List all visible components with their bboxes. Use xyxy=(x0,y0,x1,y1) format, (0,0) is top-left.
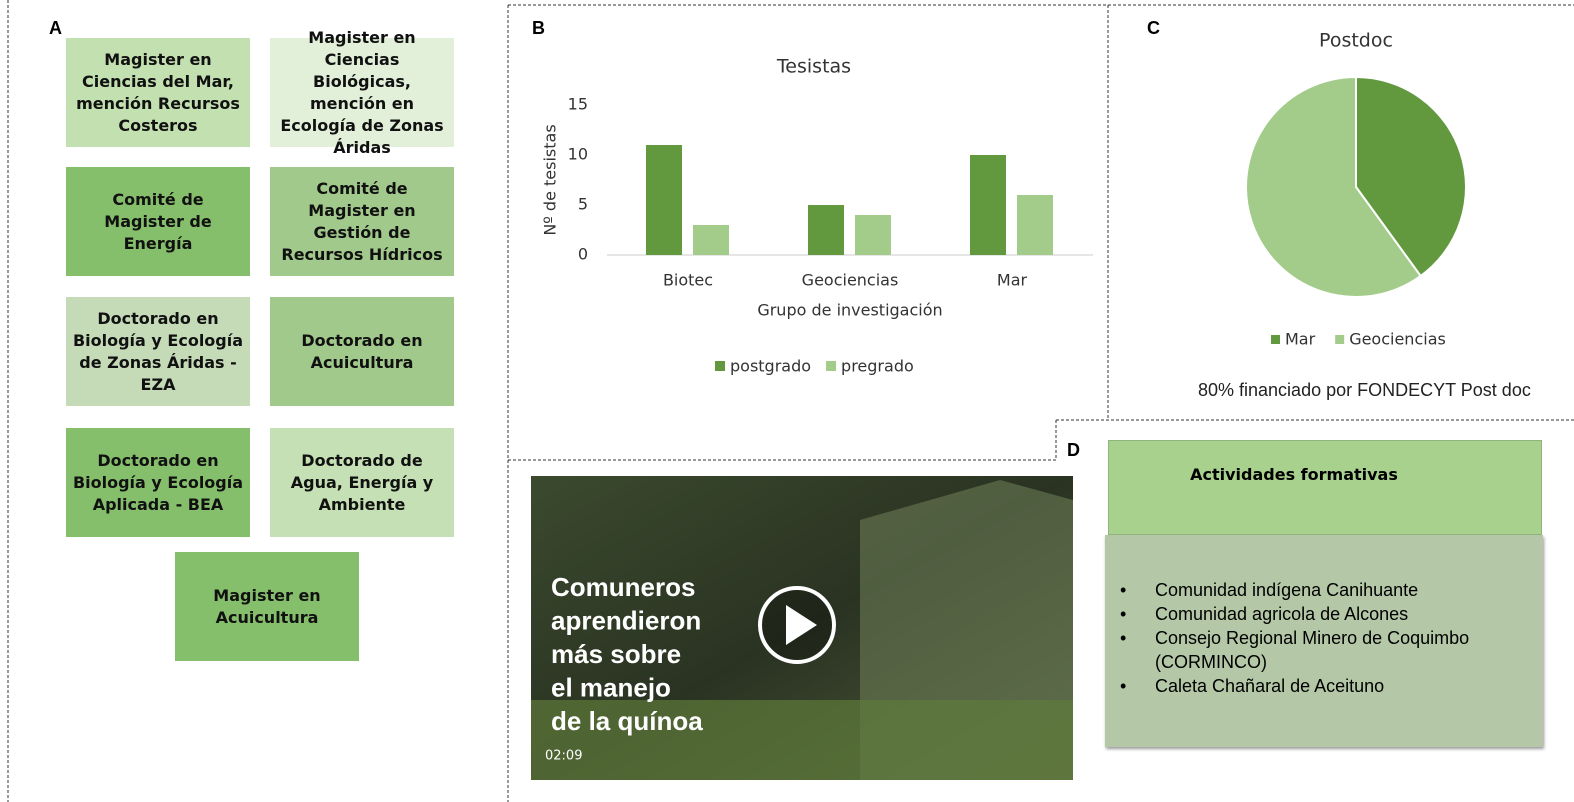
video-caption: más sobre xyxy=(551,639,681,669)
y-axis-title: Nº de tesistas xyxy=(541,124,560,235)
video[interactable] xyxy=(531,476,1073,780)
program-box: Doctorado de Agua, Energía y Ambiente xyxy=(270,428,454,537)
activity-item: Comunidad agricola de Alcones xyxy=(1120,602,1520,626)
program-box: Comité de Magister de Energía xyxy=(66,167,250,276)
video-duration: 02:09 xyxy=(545,749,582,764)
pie-slice xyxy=(1245,75,1423,298)
panel-label: A xyxy=(49,18,62,38)
legend-swatch xyxy=(1335,335,1345,344)
program-box: Doctorado en Biología y Ecología de Zona… xyxy=(66,297,250,406)
video-caption: aprendieron xyxy=(551,605,701,635)
bar xyxy=(693,225,729,255)
y-tick-label: 15 xyxy=(568,95,588,114)
bar xyxy=(646,145,682,255)
panel-borders xyxy=(7,0,1574,802)
program-box: Magister en Acuicultura xyxy=(175,552,359,661)
y-tick-label: 0 xyxy=(578,245,588,264)
bar xyxy=(855,215,891,255)
program-box: Magister en Ciencias Biológicas, mención… xyxy=(270,28,454,157)
x-tick-label: Mar xyxy=(997,271,1028,290)
bar xyxy=(808,205,844,255)
program-box: Magister en Ciencias del Mar, mención Re… xyxy=(66,38,250,147)
legend-swatch xyxy=(826,361,837,371)
activities-list: Comunidad indígena CanihuanteComunidad a… xyxy=(1120,578,1520,698)
activity-item: Consejo Regional Minero de Coquimbo (COR… xyxy=(1120,626,1520,674)
video-caption: el manejo xyxy=(551,672,671,702)
y-tick-label: 10 xyxy=(568,145,588,164)
video-caption: de la quínoa xyxy=(551,706,703,736)
legend-label: Geociencias xyxy=(1349,330,1446,349)
activities-body: Comunidad indígena CanihuanteComunidad a… xyxy=(1105,535,1543,747)
program-box: Doctorado en Biología y Ecología Aplicad… xyxy=(66,428,250,537)
pie-slice xyxy=(1355,75,1468,278)
bar xyxy=(1017,195,1053,255)
activities-title: Actividades formativas xyxy=(1190,465,1398,484)
legend-label: Mar xyxy=(1285,330,1316,349)
activity-item: Caleta Chañaral de Aceituno xyxy=(1120,674,1520,698)
x-axis-title: Grupo de investigación xyxy=(757,301,942,320)
x-tick-label: Biotec xyxy=(663,271,713,290)
bar xyxy=(970,155,1006,255)
program-box: Comité de Magister en Gestión de Recurso… xyxy=(270,167,454,276)
chart-title: Postdoc xyxy=(1319,30,1393,52)
video-caption: Comuneros xyxy=(551,572,695,602)
legend-label: pregrado xyxy=(841,357,914,376)
panel-label: B xyxy=(532,18,545,38)
funding-note: 80% financiado por FONDECYT Post doc xyxy=(1198,380,1531,400)
program-box: Doctorado en Acuicultura xyxy=(270,297,454,406)
chart-title: Tesistas xyxy=(776,56,851,78)
x-tick-label: Geociencias xyxy=(802,271,899,290)
legend-swatch xyxy=(715,361,725,371)
panel-label: C xyxy=(1147,18,1160,38)
legend-swatch xyxy=(1271,335,1280,344)
legend-label: postgrado xyxy=(730,357,811,376)
y-tick-label: 5 xyxy=(578,195,588,214)
activities-header: Actividades formativas xyxy=(1108,440,1542,535)
activity-item: Comunidad indígena Canihuante xyxy=(1120,578,1520,602)
panel-label: D xyxy=(1067,440,1080,460)
